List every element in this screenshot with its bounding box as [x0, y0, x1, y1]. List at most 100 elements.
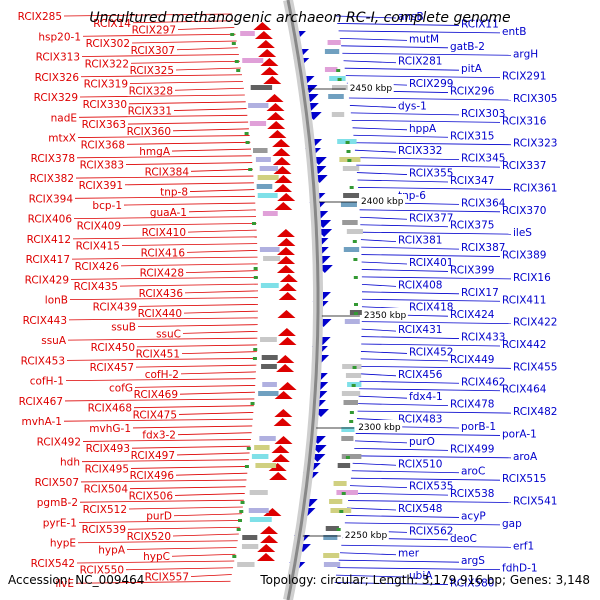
gc-mark — [236, 528, 241, 531]
callout-line — [355, 157, 460, 161]
gc-mark — [248, 168, 253, 171]
callout-line — [338, 559, 460, 563]
gene-label: RCIX305 — [513, 93, 557, 105]
gene-label: RCIX401 — [409, 257, 453, 269]
gene-arrow-left-strand — [272, 148, 291, 156]
gc-mark — [349, 186, 354, 189]
callout-line — [121, 243, 258, 246]
callout-line — [80, 479, 247, 483]
gene-arrow-left-strand — [260, 58, 279, 66]
callout-line — [75, 175, 254, 179]
gene-label: hypA — [98, 544, 126, 556]
feature-block-left — [248, 103, 269, 108]
callout-line — [77, 540, 238, 544]
gene-label: RCIX541 — [513, 496, 557, 508]
gene-label: RCIX337 — [502, 160, 546, 172]
callout-line — [137, 324, 258, 328]
callout-line — [124, 182, 254, 186]
gene-arrow-left-strand — [274, 391, 293, 399]
gc-mark — [236, 69, 241, 72]
gene-label: RCIX478 — [450, 399, 494, 411]
gc-mark — [253, 348, 258, 351]
gene-label: bcp-1 — [92, 200, 122, 212]
callout-line — [345, 75, 501, 79]
callout-line — [360, 239, 397, 243]
gene-label: RCIX399 — [450, 264, 494, 276]
callout-line — [348, 500, 512, 503]
gene-label: RCIX557 — [145, 571, 189, 583]
gene-arrow-left-strand — [266, 103, 285, 111]
gene-label: cofH-1 — [30, 376, 64, 388]
gene-label: ileS — [513, 227, 532, 239]
callout-line — [342, 52, 512, 56]
gene-label: RCIX429 — [25, 274, 69, 286]
callout-line — [181, 351, 257, 355]
callout-line — [337, 23, 460, 26]
gene-label: RCIX468 — [88, 403, 132, 415]
gene-label: RCIX580 — [450, 578, 494, 590]
gene-label: RCIX535 — [409, 481, 453, 493]
callout-line — [178, 412, 254, 415]
gc-mark — [231, 42, 236, 45]
callout-line — [172, 533, 239, 537]
callout-line — [337, 567, 501, 571]
gene-label: RCIX296 — [450, 86, 495, 98]
gene-arrow-left-strand — [277, 193, 296, 201]
ruler-label-bg — [359, 194, 406, 206]
callout-line — [350, 477, 501, 481]
feature-block-left — [242, 535, 258, 540]
callout-line — [175, 472, 248, 476]
gene-label: RCIX417 — [26, 254, 70, 266]
gc-mark — [250, 402, 255, 405]
gene-label: RCIX315 — [450, 130, 494, 142]
callout-line — [67, 337, 258, 341]
feature-block-right — [345, 373, 362, 378]
gene-arrow-left-strand — [272, 157, 291, 165]
gene-label: RCIX382 — [30, 173, 74, 185]
callout-line — [171, 148, 252, 152]
gene-arrow-left-strand — [274, 409, 293, 417]
feature-block-left — [249, 490, 268, 495]
callout-line — [183, 310, 258, 314]
gene-arrow-left-strand — [272, 139, 291, 147]
gene-label: ssuC — [156, 328, 181, 340]
gc-mark — [339, 510, 344, 513]
gene-label: RCIX512 — [83, 504, 127, 516]
gc-mark — [336, 528, 341, 531]
gene-label: RCIX316 — [502, 115, 547, 127]
gene-label: hsp20-1 — [38, 31, 81, 43]
gene-label: mvhA-1 — [21, 416, 62, 428]
gene-label: cofH-2 — [145, 369, 179, 381]
backbone-line — [286, 0, 320, 600]
callout-line — [361, 283, 397, 287]
feature-block-left — [254, 445, 270, 450]
callout-line — [361, 291, 460, 295]
gene-arrow-left-strand — [274, 202, 293, 210]
gene-arrow-left-strand — [260, 535, 279, 543]
callout-line — [349, 105, 397, 108]
gene-label: RCIX303 — [461, 108, 505, 120]
callout-line — [187, 229, 257, 233]
gene-label: RCIX450 — [91, 342, 135, 354]
gene-arrow-left-strand — [277, 238, 296, 246]
gene-arrow-left-strand — [273, 166, 292, 174]
callout-line — [359, 380, 460, 384]
ruler-label-bg — [361, 308, 408, 320]
gc-mark — [240, 501, 245, 504]
gene-label: RCIX451 — [136, 349, 180, 361]
gene-label: RCIX510 — [398, 458, 442, 470]
gene-label: RCIX368 — [81, 139, 125, 151]
gene-label: RCIX462 — [461, 376, 505, 388]
callout-line — [360, 224, 449, 228]
gc-mark — [253, 276, 258, 279]
gene-label: RCIX281 — [398, 56, 442, 68]
callout-line — [359, 388, 501, 392]
feature-block-right — [328, 94, 344, 99]
gene-label: aroA — [513, 451, 538, 463]
callout-line — [358, 403, 449, 407]
callout-line — [79, 94, 245, 98]
gene-label: RCIX323 — [513, 138, 557, 150]
callout-line — [361, 261, 408, 265]
gene-arrow-left-strand — [263, 508, 282, 516]
callout-line — [347, 507, 397, 511]
